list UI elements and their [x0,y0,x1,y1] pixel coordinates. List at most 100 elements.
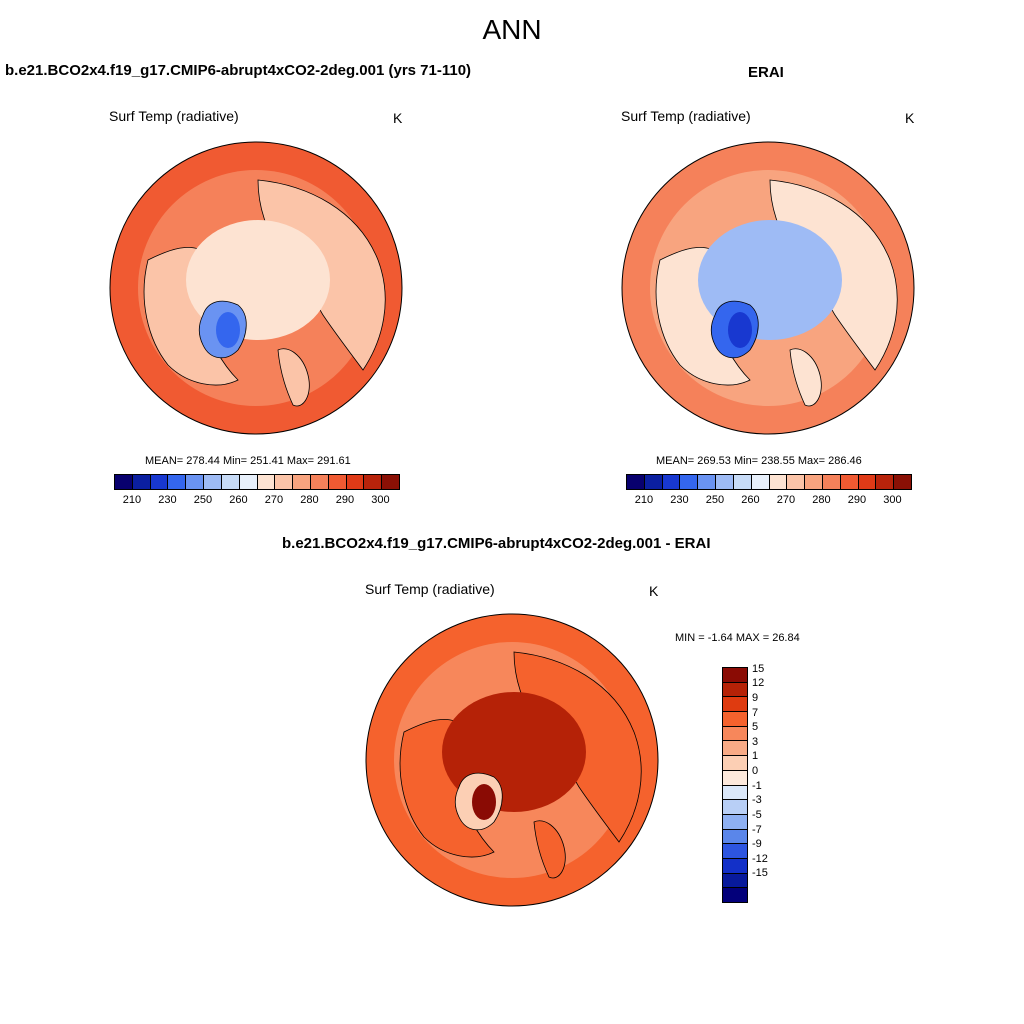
colorbar-swatch [293,475,311,489]
colorbar-tick-label: 5 [752,721,759,734]
model-panel-title: b.e21.BCO2x4.f19_g17.CMIP6-abrupt4xCO2-2… [5,62,472,79]
colorbar-swatch [382,475,399,489]
colorbar-swatch [627,475,645,489]
colorbar-tick-label: -12 [752,852,768,865]
diff-variable-label: Surf Temp (radiative) [365,581,495,597]
model-colorbar-ticks: 210 230 250 260 270 280 290 300 [114,494,400,508]
diff-colorbar-ticks: 15 12 9 7 5 3 1 0 -1 -3 -5 -7 -9 -12 -15 [752,663,792,907]
colorbar-swatch [115,475,133,489]
colorbar-tick-label: 7 [752,706,759,719]
colorbar-swatch [150,475,169,489]
colorbar-swatch [723,785,747,801]
colorbar-tick-label: -7 [752,823,762,836]
colorbar-tick-label: 250 [193,494,213,506]
colorbar-swatch [876,475,895,489]
colorbar-tick-label: 12 [752,677,765,690]
colorbar-swatch [840,475,859,489]
greenland-interior [216,312,240,348]
map-boundary [365,613,659,907]
obs-variable-label: Surf Temp (radiative) [621,108,751,124]
obs-colorbar-ticks: 210 230 250 260 270 280 290 300 [626,494,912,508]
colorbar-swatch [221,475,240,489]
colorbar-swatch [894,475,911,489]
colorbar-swatch [239,475,258,489]
colorbar-swatch [723,668,747,683]
colorbar-tick-label: 260 [229,494,248,506]
scandinavia [789,348,822,407]
colorbar-tick-label: 230 [670,494,689,506]
colorbar-swatch [769,475,788,489]
colorbar-swatch [723,858,747,874]
colorbar-tick-label: -1 [752,779,762,792]
colorbar-tick-label: 280 [812,494,831,506]
diff-colorbar [722,667,748,903]
colorbar-tick-label: 210 [122,494,142,506]
colorbar-tick-label: 300 [371,494,390,506]
map-boundary [621,141,915,435]
colorbar-tick-label: -5 [752,808,762,821]
colorbar-swatch [644,475,663,489]
colorbar-tick-label: 9 [752,691,759,704]
colorbar-swatch [723,844,747,859]
colorbar-swatch [168,475,187,489]
obs-colorbar [626,474,912,490]
colorbar-swatch [723,697,747,713]
colorbar-swatch [723,800,747,815]
colorbar-swatch [186,475,205,489]
colorbar-swatch [822,475,841,489]
colorbar-swatch [723,770,747,786]
colorbar-swatch [733,475,752,489]
colorbar-swatch [346,475,365,489]
colorbar-swatch [723,741,747,757]
colorbar-tick-label: 290 [847,494,867,506]
colorbar-tick-label: 15 [752,662,765,675]
colorbar-swatch [275,475,294,489]
obs-stats: MEAN= 269.53 Min= 238.55 Max= 286.46 [656,455,862,467]
colorbar-swatch [310,475,329,489]
colorbar-tick-label: 1 [752,750,759,763]
diff-panel-title: b.e21.BCO2x4.f19_g17.CMIP6-abrupt4xCO2-2… [282,535,711,552]
colorbar-swatch [328,475,347,489]
scandinavia [277,348,310,407]
colorbar-tick-label: -15 [752,867,768,880]
colorbar-tick-label: 210 [634,494,654,506]
greenland-interior [728,312,752,348]
colorbar-tick-label: 250 [705,494,725,506]
colorbar-tick-label: 230 [158,494,177,506]
colorbar-swatch [364,475,383,489]
figure-title: ANN [482,14,542,45]
colorbar-tick-label: 3 [752,735,759,748]
model-variable-label: Surf Temp (radiative) [109,108,239,124]
colorbar-swatch [723,682,747,698]
colorbar-swatch [723,829,747,845]
colorbar-swatch [751,475,770,489]
greenland-interior [472,784,496,820]
model-polar-map [109,141,403,435]
obs-polar-map [621,141,915,435]
colorbar-tick-label: 290 [335,494,355,506]
colorbar-tick-label: 260 [741,494,760,506]
colorbar-swatch [257,475,276,489]
colorbar-tick-label: 270 [264,494,284,506]
colorbar-swatch [787,475,806,489]
colorbar-swatch [132,475,151,489]
colorbar-swatch [723,888,747,902]
colorbar-swatch [680,475,699,489]
colorbar-tick-label: -3 [752,794,762,807]
colorbar-swatch [204,475,222,489]
colorbar-swatch [698,475,717,489]
colorbar-swatch [716,475,734,489]
colorbar-tick-label: -9 [752,838,762,851]
obs-panel-title: ERAI [748,64,784,81]
colorbar-tick-label: 280 [300,494,319,506]
colorbar-swatch [723,726,747,742]
colorbar-swatch [723,814,747,830]
colorbar-swatch [723,756,747,771]
colorbar-tick-label: 300 [883,494,902,506]
colorbar-swatch [805,475,823,489]
obs-units-label: K [905,110,915,126]
colorbar-swatch [723,873,747,889]
colorbar-swatch [858,475,877,489]
diff-units-label: K [649,583,659,599]
colorbar-tick-label: 270 [776,494,796,506]
